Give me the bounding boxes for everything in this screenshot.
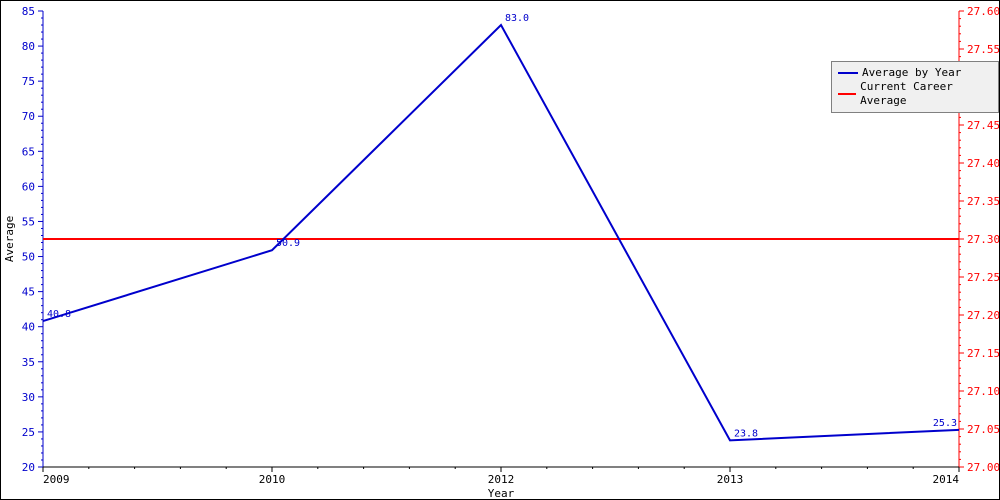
y-left-tick-label: 75 xyxy=(22,75,35,88)
point-label: 83.0 xyxy=(505,13,529,24)
series-average-by-year-line xyxy=(43,25,959,440)
y-right-tick-label: 27.20 xyxy=(967,309,999,322)
y-right-tick-label: 27.60 xyxy=(967,5,999,18)
y-right-tick-label: 27.15 xyxy=(967,347,999,360)
y-left-tick-label: 50 xyxy=(22,251,35,264)
x-tick-label: 2014 xyxy=(933,473,960,486)
legend-swatch xyxy=(838,72,858,74)
y-left-tick-label: 40 xyxy=(22,321,35,334)
x-tick-label: 2009 xyxy=(43,473,70,486)
point-label: 23.8 xyxy=(734,428,758,439)
x-tick-label: 2012 xyxy=(488,473,515,486)
y-left-tick-label: 30 xyxy=(22,391,35,404)
point-label: 50.9 xyxy=(276,238,300,249)
legend-label: Average by Year xyxy=(862,66,961,80)
y-left-tick-label: 85 xyxy=(22,5,35,18)
legend-item: Current Career Average xyxy=(838,80,992,108)
legend-label: Current Career Average xyxy=(860,80,992,108)
y-right-tick-label: 27.55 xyxy=(967,43,999,56)
legend: Average by YearCurrent Career Average xyxy=(831,61,999,113)
y-right-tick-label: 27.10 xyxy=(967,385,999,398)
chart-container: 20 25 30 35 40 45 50 55 60 65 70 75 80 85 27.00 27.05 27… xyxy=(0,0,1000,500)
y-right-tick-label: 27.30 xyxy=(967,233,999,246)
x-tick-label: 2010 xyxy=(259,473,286,486)
y-left-tick-label: 80 xyxy=(22,40,35,53)
y-right-tick-label: 27.40 xyxy=(967,157,999,170)
y-left-tick-label: 25 xyxy=(22,426,35,439)
y-left-tick-label: 20 xyxy=(22,461,35,474)
point-label: 25.3 xyxy=(933,418,957,429)
y-right-tick-label: 27.35 xyxy=(967,195,999,208)
x-axis-label: Year xyxy=(488,487,515,499)
y-left-axis-label: Average xyxy=(3,216,16,262)
legend-item: Average by Year xyxy=(838,66,992,80)
y-left-tick-label: 60 xyxy=(22,180,35,193)
y-left-tick-label: 55 xyxy=(22,215,35,228)
y-right-tick-label: 27.05 xyxy=(967,423,999,436)
y-left-tick-label: 35 xyxy=(22,356,35,369)
y-right-tick-label: 27.25 xyxy=(967,271,999,284)
y-left-tick-label: 70 xyxy=(22,110,35,123)
y-right-tick-label: 27.00 xyxy=(967,461,999,474)
y-left-tick-label: 65 xyxy=(22,145,35,158)
point-label: 40.8 xyxy=(47,309,71,320)
x-tick-label: 2013 xyxy=(717,473,744,486)
y-left-tick-label: 45 xyxy=(22,286,35,299)
y-right-tick-label: 27.45 xyxy=(967,119,999,132)
legend-swatch xyxy=(838,93,856,95)
